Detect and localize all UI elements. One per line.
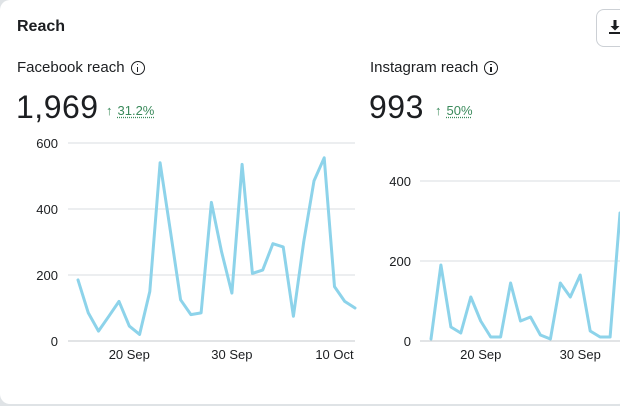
y-tick-label: 600 (36, 136, 58, 151)
facebook-reach-total: 1,969 (16, 89, 99, 125)
data-point (220, 250, 223, 253)
data-point (323, 156, 326, 159)
x-tick-label: 30 Sep (211, 347, 252, 362)
data-point (312, 179, 315, 182)
instagram-reach-change[interactable]: ↑ 50% (435, 103, 473, 118)
data-point (333, 285, 336, 288)
instagram-reach-total: 993 (369, 89, 424, 125)
instagram-reach-label: Instagram reach (370, 59, 499, 76)
data-point (241, 163, 244, 166)
data-point (354, 307, 356, 309)
data-point (159, 161, 162, 164)
data-point (609, 336, 612, 338)
x-tick-label: 10 Oct (315, 347, 354, 362)
data-point (282, 245, 285, 248)
instagram-reach-series-line (429, 211, 620, 341)
info-icon[interactable] (130, 60, 145, 75)
data-point (499, 336, 502, 338)
download-button[interactable] (596, 9, 620, 47)
data-point (569, 296, 572, 298)
x-tick-label: 20 Sep (109, 347, 150, 362)
data-point (479, 320, 482, 322)
info-icon[interactable] (484, 60, 499, 75)
y-tick-label: 200 (389, 254, 411, 269)
data-point (261, 269, 264, 272)
facebook-reach-chart: 0 200 400 600 20 Sep 30 Sep 10 Oct (36, 136, 357, 362)
facebook-reach-change[interactable]: ↑ 31.2% (106, 103, 154, 118)
data-point (189, 313, 192, 316)
arrow-up-icon: ↑ (106, 103, 113, 118)
facebook-reach-change-value: 31.2% (117, 103, 155, 118)
instagram-reach-label-text: Instagram reach (370, 59, 479, 76)
data-point (118, 300, 121, 303)
data-point (87, 311, 90, 314)
data-point (439, 264, 442, 266)
data-point (449, 326, 452, 328)
data-point (97, 330, 100, 333)
data-point (579, 274, 582, 276)
data-point (430, 338, 432, 340)
data-point (169, 229, 172, 232)
data-point (302, 241, 305, 243)
instagram-reach-change-value: 50% (446, 103, 473, 118)
download-icon (609, 20, 620, 34)
data-point (549, 338, 552, 340)
instagram-reach-chart: 0 200 400 20 Sep 30 Sep (389, 174, 620, 362)
data-point (529, 316, 532, 318)
facebook-reach-series-line (76, 156, 357, 336)
data-point (459, 332, 462, 334)
data-point (559, 282, 562, 284)
data-point (179, 298, 182, 301)
card-title: Reach (17, 18, 66, 35)
data-point (343, 300, 346, 303)
data-point (210, 201, 213, 204)
data-point (489, 336, 492, 338)
data-point (589, 330, 592, 332)
x-tick-label: 20 Sep (460, 347, 501, 362)
data-point (292, 315, 295, 318)
y-tick-label: 400 (36, 202, 58, 217)
data-point (148, 290, 151, 293)
data-point (230, 292, 233, 295)
data-point (539, 334, 542, 336)
data-point (251, 272, 254, 275)
data-point (469, 296, 472, 298)
facebook-reach-label-text: Facebook reach (17, 59, 125, 76)
y-tick-label: 0 (51, 334, 58, 349)
data-point (271, 242, 274, 245)
data-point (519, 320, 522, 322)
data-point (200, 311, 203, 314)
facebook-reach-label: Facebook reach (17, 59, 145, 76)
data-point (138, 333, 141, 336)
data-point (77, 278, 79, 281)
x-tick-label: 30 Sep (560, 347, 601, 362)
data-point (128, 325, 131, 328)
data-point (509, 282, 512, 284)
y-tick-label: 0 (404, 334, 411, 349)
y-tick-label: 200 (36, 268, 58, 283)
y-tick-label: 400 (389, 174, 411, 189)
data-point (107, 315, 110, 318)
arrow-up-icon: ↑ (435, 103, 442, 118)
data-point (599, 336, 602, 338)
